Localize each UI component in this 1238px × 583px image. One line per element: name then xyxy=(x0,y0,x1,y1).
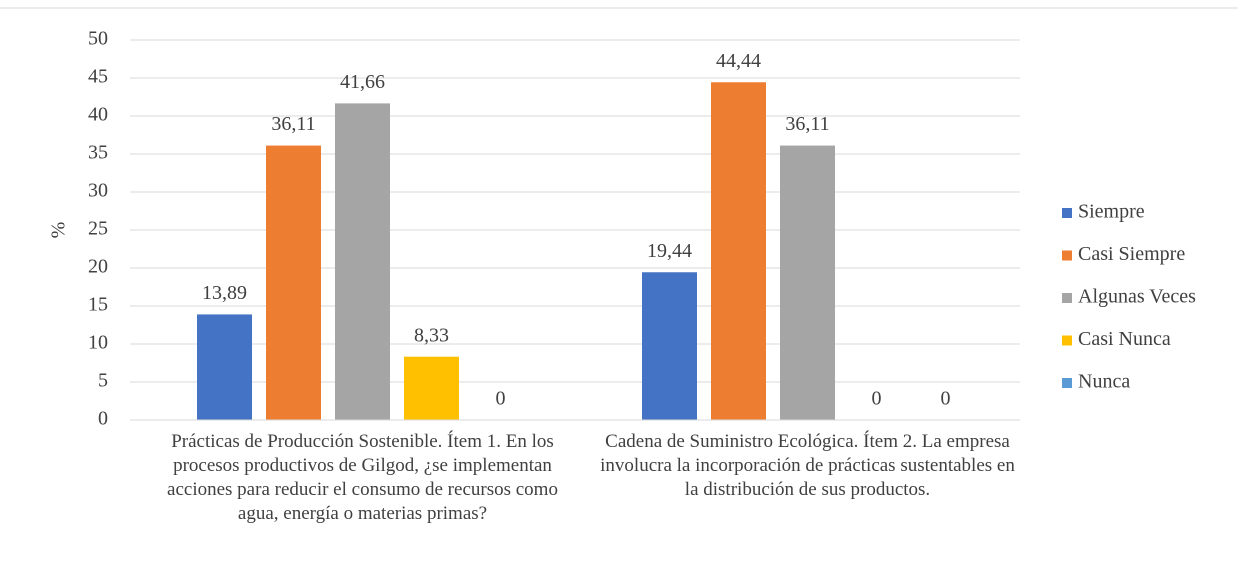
y-tick-label: 35 xyxy=(88,142,108,164)
legend-label: Casi Siempre xyxy=(1078,243,1185,265)
data-label: 36,11 xyxy=(785,113,829,135)
legend-swatch xyxy=(1062,250,1072,261)
x-tick-label: Cadena de Suministro Ecológica. Ítem 2. … xyxy=(600,431,1015,500)
y-tick-label: 0 xyxy=(98,408,108,430)
bar xyxy=(404,356,459,420)
legend-swatch xyxy=(1062,378,1072,388)
data-label: 19,44 xyxy=(647,240,692,262)
bar xyxy=(642,272,697,420)
legend-swatch xyxy=(1062,208,1072,218)
y-tick-label: 40 xyxy=(88,104,108,126)
bar xyxy=(780,145,835,420)
y-axis-label: % xyxy=(48,222,70,239)
y-tick-label: 15 xyxy=(88,294,108,316)
legend-label: Algunas Veces xyxy=(1078,286,1196,308)
x-tick-label: Prácticas de Producción Sostenible. Ítem… xyxy=(167,431,558,524)
bar xyxy=(335,103,390,420)
data-label: 8,33 xyxy=(414,324,449,346)
y-tick-label: 5 xyxy=(98,370,108,392)
data-label: 0 xyxy=(496,388,506,410)
bar xyxy=(266,145,321,420)
y-tick-label: 10 xyxy=(88,332,108,354)
y-tick-label: 50 xyxy=(88,28,108,50)
data-label: 0 xyxy=(941,388,951,410)
data-label: 41,66 xyxy=(340,71,385,93)
y-tick-label: 45 xyxy=(88,66,108,88)
data-label: 36,11 xyxy=(271,113,315,135)
data-label: 13,89 xyxy=(202,282,247,304)
data-label: 0 xyxy=(872,388,882,410)
bar xyxy=(711,82,766,421)
y-tick-label: 20 xyxy=(88,256,108,278)
legend-label: Casi Nunca xyxy=(1078,328,1171,350)
legend-label: Siempre xyxy=(1078,201,1145,223)
data-label: 44,44 xyxy=(716,50,761,72)
legend-label: Nunca xyxy=(1078,371,1130,393)
legend-swatch xyxy=(1062,335,1072,346)
bar xyxy=(197,314,252,420)
y-tick-label: 25 xyxy=(88,218,108,240)
legend-swatch xyxy=(1062,293,1072,303)
y-tick-label: 30 xyxy=(88,180,108,202)
